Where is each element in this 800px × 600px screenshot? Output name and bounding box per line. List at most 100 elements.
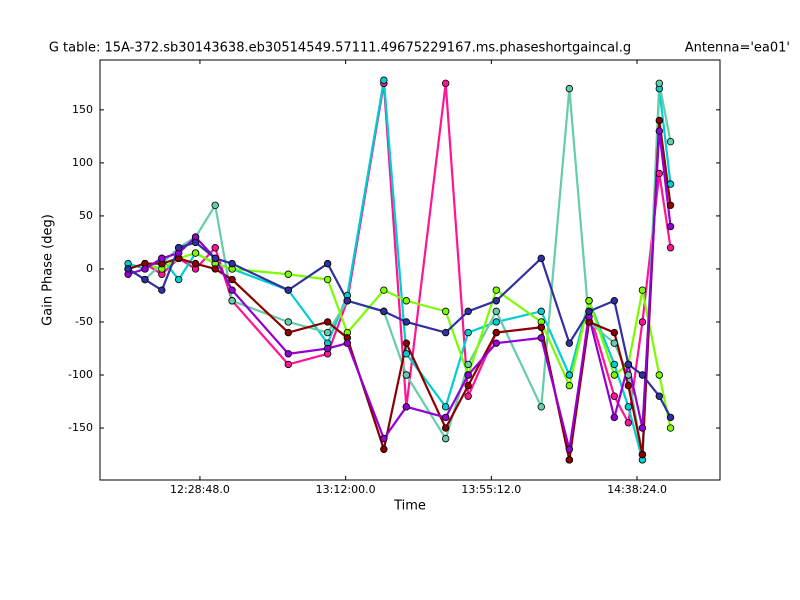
- data-point: [464, 392, 472, 400]
- data-point: [380, 307, 388, 316]
- data-point: [655, 116, 663, 125]
- data-point: [537, 323, 545, 331]
- data-point: [441, 434, 450, 443]
- data-point: [638, 286, 647, 294]
- plot-frame: [99, 59, 721, 481]
- data-point: [441, 328, 450, 337]
- data-point: [610, 371, 619, 379]
- data-point: [174, 275, 183, 284]
- data-point: [211, 201, 219, 210]
- data-point: [158, 286, 166, 294]
- y-tick-label: 150: [72, 103, 93, 116]
- data-point: [666, 424, 675, 432]
- x-tick-label: 13:55:12.0: [461, 483, 521, 496]
- data-point: [624, 360, 633, 369]
- data-point: [402, 403, 411, 411]
- data-point: [228, 286, 236, 294]
- data-point: [638, 371, 647, 379]
- data-point: [284, 286, 293, 294]
- data-point: [284, 270, 293, 278]
- data-point: [380, 434, 388, 443]
- x-tick-label: 12:28:48.0: [170, 483, 230, 496]
- chart-subtitle: Antenna='ea01': [685, 41, 790, 56]
- data-point: [565, 445, 574, 453]
- data-point: [666, 222, 675, 231]
- data-point: [666, 137, 675, 146]
- data-point: [655, 127, 663, 135]
- data-point: [211, 244, 219, 252]
- data-point: [464, 328, 472, 337]
- data-point: [402, 339, 411, 347]
- data-point: [655, 79, 663, 88]
- data-point: [610, 339, 619, 347]
- data-point: [565, 339, 574, 347]
- data-point: [624, 381, 633, 390]
- data-point: [666, 201, 675, 210]
- data-point: [565, 371, 574, 379]
- data-point: [638, 424, 647, 432]
- data-point: [174, 244, 183, 252]
- data-point: [158, 254, 166, 263]
- data-point: [284, 350, 293, 358]
- data-point: [191, 259, 200, 268]
- data-point: [380, 286, 388, 294]
- data-point: [284, 360, 293, 369]
- data-point: [124, 265, 132, 273]
- y-tick-label: 50: [79, 209, 93, 222]
- data-point: [565, 84, 574, 93]
- data-point: [441, 424, 450, 432]
- data-point: [191, 249, 200, 257]
- data-point: [537, 254, 545, 263]
- data-point: [610, 297, 619, 305]
- data-point: [211, 265, 219, 273]
- data-point: [655, 392, 663, 400]
- data-point: [624, 419, 633, 427]
- data-point: [638, 318, 647, 326]
- y-tick-label: -100: [68, 368, 93, 381]
- data-point: [441, 413, 450, 422]
- data-point: [343, 339, 352, 347]
- data-point: [655, 371, 663, 379]
- data-point: [402, 371, 411, 379]
- data-point: [610, 413, 619, 422]
- x-axis-label: Time: [393, 499, 426, 514]
- data-point: [323, 344, 332, 353]
- data-point: [464, 371, 472, 379]
- data-point: [211, 254, 219, 263]
- data-point: [492, 297, 500, 305]
- data-point: [537, 334, 545, 342]
- data-point: [402, 297, 411, 305]
- data-point: [343, 297, 352, 305]
- data-point: [441, 79, 450, 88]
- data-point: [610, 392, 619, 400]
- x-tick-label: 13:12:00.0: [316, 483, 376, 496]
- data-point: [624, 371, 633, 379]
- data-point: [323, 318, 332, 326]
- data-point: [141, 275, 149, 284]
- data-point: [441, 403, 450, 411]
- data-point: [565, 381, 574, 390]
- data-point: [610, 360, 619, 369]
- data-point: [666, 180, 675, 188]
- data-point: [464, 307, 472, 316]
- data-point: [537, 307, 545, 316]
- data-point: [284, 328, 293, 337]
- y-tick-label: -150: [68, 421, 93, 434]
- data-point: [492, 286, 500, 294]
- data-point: [323, 259, 332, 268]
- data-point: [228, 259, 236, 268]
- data-point: [191, 238, 200, 247]
- plot-area: [124, 76, 675, 464]
- data-point: [402, 318, 411, 326]
- y-axis-label: Gain Phase (deg): [41, 214, 56, 326]
- data-point: [585, 307, 593, 316]
- data-point: [323, 275, 332, 284]
- data-point: [565, 456, 574, 464]
- data-point: [464, 360, 472, 369]
- data-point: [380, 76, 388, 84]
- data-point: [323, 328, 332, 337]
- data-point: [655, 169, 663, 178]
- data-point: [441, 307, 450, 316]
- x-tick-label: 14:38:24.0: [607, 483, 667, 496]
